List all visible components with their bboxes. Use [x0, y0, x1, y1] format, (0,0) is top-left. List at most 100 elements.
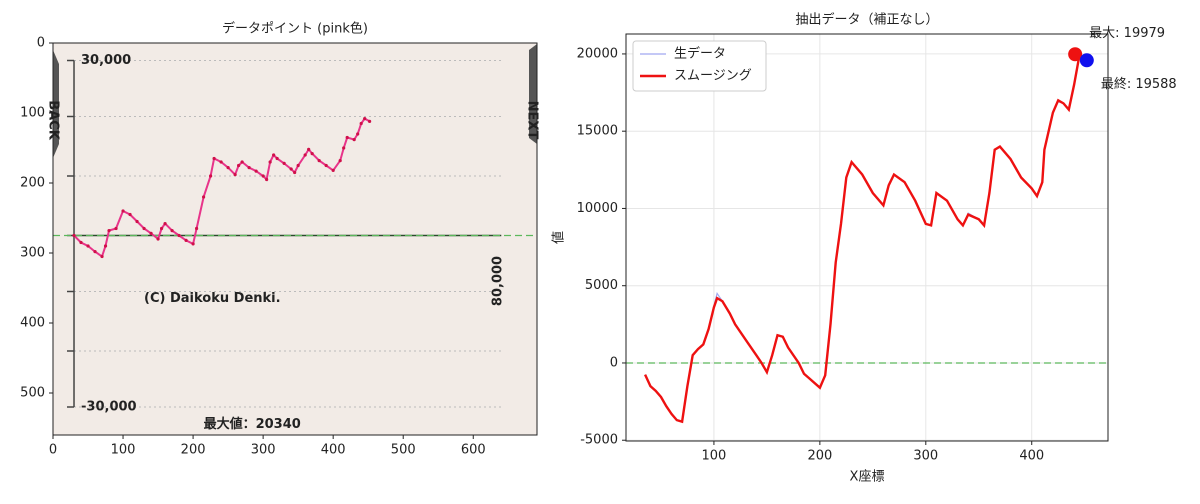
highlight-label: 最大: 19979 [1089, 26, 1165, 41]
data-point [79, 240, 83, 245]
data-point [194, 226, 199, 231]
x-tick-label: 200 [181, 443, 206, 458]
y-tick-label: 100 [20, 106, 45, 121]
highlight-marker [1068, 47, 1083, 62]
image-text: 最大値：20340 [204, 416, 301, 432]
data-point [317, 159, 321, 163]
data-point [208, 174, 213, 178]
data-point [240, 160, 244, 164]
data-point [342, 146, 346, 150]
data-point [219, 160, 223, 164]
data-point [310, 152, 314, 156]
data-point [272, 153, 276, 157]
data-point [93, 250, 97, 254]
y-tick-label: 400 [20, 316, 45, 331]
y-tick-label: 0 [37, 36, 45, 51]
data-point [72, 233, 76, 238]
data-point [356, 132, 360, 136]
x-tick-label: 500 [391, 443, 416, 458]
data-point [149, 231, 153, 235]
data-point [338, 159, 342, 163]
image-text: (C) Daikoku Denki. [144, 291, 281, 306]
data-point [103, 244, 108, 248]
y-tick-label: 500 [20, 386, 45, 401]
data-point [191, 242, 195, 246]
data-point [307, 147, 311, 151]
x-tick-label: 300 [913, 449, 938, 464]
data-point [352, 138, 356, 142]
highlight-label: 最終: 19588 [1101, 76, 1177, 92]
data-point [363, 117, 367, 121]
y-tick-label: -5000 [580, 433, 618, 448]
next-tab [529, 44, 537, 144]
legend-box [632, 40, 767, 92]
y-tick-label: 200 [20, 176, 45, 191]
data-point [86, 244, 90, 248]
series-line [644, 55, 1081, 424]
x-tick-label: 400 [1019, 449, 1044, 464]
data-point [289, 167, 293, 171]
x-tick-label: 100 [702, 449, 727, 464]
image-text: 80,000 [490, 256, 505, 306]
data-point [177, 233, 181, 238]
data-point [201, 195, 206, 199]
x-tick-label: 200 [807, 449, 832, 464]
data-point [233, 173, 237, 177]
x-tick-label: 400 [321, 443, 346, 458]
data-point [159, 226, 164, 231]
x-axis-label: X座標 [850, 470, 885, 485]
axes-frame [625, 33, 1109, 442]
data-point [254, 169, 258, 173]
data-point [184, 238, 188, 242]
data-point [296, 163, 300, 168]
data-point [212, 156, 216, 161]
series-line [644, 55, 1080, 423]
data-point [114, 226, 118, 231]
y-tick-label: 15000 [577, 124, 618, 139]
screenshot-image: 30,000 -30,000 80,000 (C) Daikoku Denki. 最大値… [46, 43, 540, 435]
y-tick-label: 5000 [585, 278, 618, 293]
data-point [156, 237, 160, 241]
y-axis-label: 値 [551, 231, 567, 244]
data-point [226, 166, 230, 170]
y-tick-label: 300 [20, 246, 45, 261]
back-tab [53, 50, 59, 158]
y-tick-label: 10000 [577, 201, 618, 216]
data-point [107, 229, 111, 233]
data-point [331, 168, 335, 172]
legend-label: 生データ [674, 46, 726, 62]
data-point [163, 222, 167, 226]
highlight-marker [1079, 53, 1094, 68]
data-point [275, 156, 279, 161]
image-text: 30,000 [81, 53, 131, 68]
data-point [237, 163, 241, 168]
data-point [128, 212, 132, 217]
data-point [135, 219, 139, 224]
data-point [142, 226, 146, 231]
data-point [293, 170, 297, 175]
chart-title: 抽出データ（補正なし） [795, 12, 938, 28]
y-tick-label: 20000 [577, 46, 618, 61]
data-point [303, 153, 307, 157]
axes-frame [52, 42, 538, 436]
legend-label: スムージング [674, 69, 752, 84]
x-tick-label: 600 [461, 443, 486, 458]
data-point [367, 119, 372, 123]
chart-title: データポイント (pink色) [222, 21, 368, 37]
data-point [282, 161, 286, 165]
x-tick-label: 100 [111, 443, 136, 458]
data-point [121, 209, 125, 213]
x-tick-label: 0 [49, 443, 57, 458]
image-background [53, 43, 537, 435]
data-point [359, 121, 363, 126]
data-point [170, 229, 174, 233]
data-point [268, 160, 272, 164]
image-text: -30,000 [81, 400, 137, 415]
data-point [100, 254, 104, 259]
data-point [265, 177, 269, 182]
data-point [247, 166, 251, 170]
y-tick-label: 0 [610, 355, 618, 370]
data-point [324, 163, 328, 168]
